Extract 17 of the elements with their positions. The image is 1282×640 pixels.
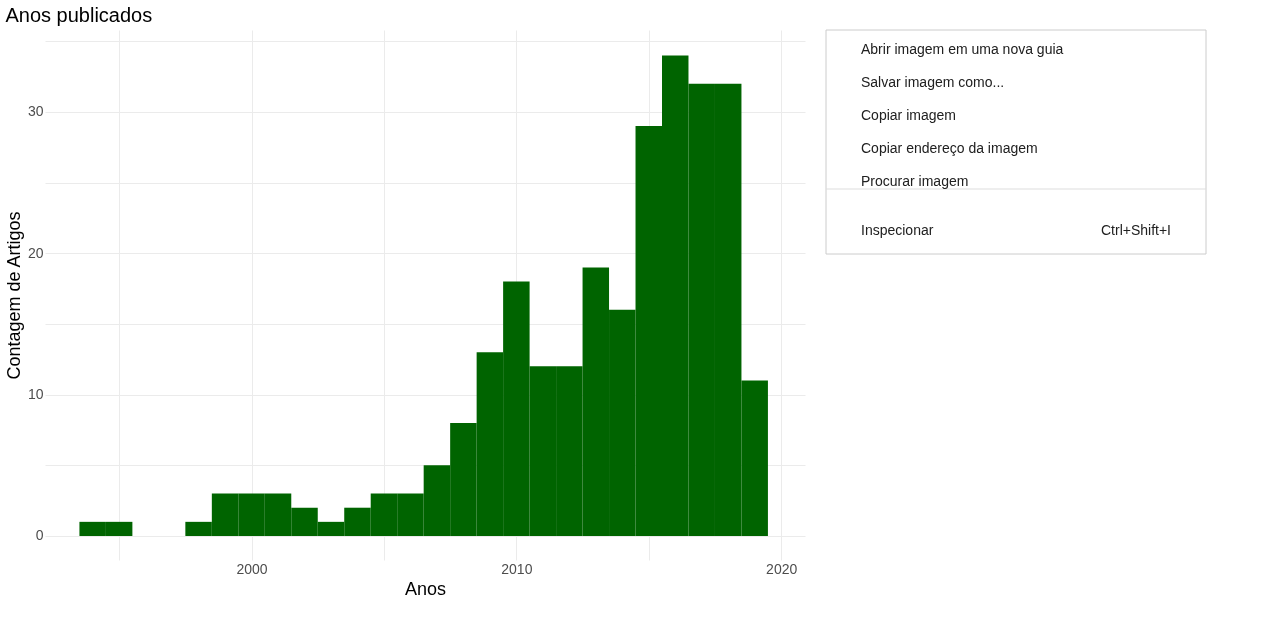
y-axis-title: Contagem de Artigos	[3, 211, 24, 380]
text: Ctrl+Shift+I	[1100, 222, 1171, 238]
y-tick-label: 20	[27, 244, 44, 261]
text: Inspecionar	[861, 222, 934, 238]
text: Copiar endereço da imagem	[861, 140, 1038, 156]
text: Procurar imagem	[861, 173, 969, 189]
text: Salvar imagem como...	[861, 74, 1005, 90]
text: Abrir imagem em uma nova guia	[861, 41, 1064, 57]
x-tick-label: 2010	[501, 560, 533, 577]
y-tick-label: 0	[35, 527, 44, 544]
y-tick-label: 30	[27, 103, 44, 120]
x-tick-label: 2020	[766, 560, 798, 577]
x-tick-label: 2000	[236, 560, 268, 577]
text: Copiar imagem	[861, 107, 956, 123]
y-tick-label: 10	[27, 386, 44, 403]
x-axis-title: Anos	[404, 578, 447, 599]
chart-title: Anos publicados	[5, 4, 153, 26]
